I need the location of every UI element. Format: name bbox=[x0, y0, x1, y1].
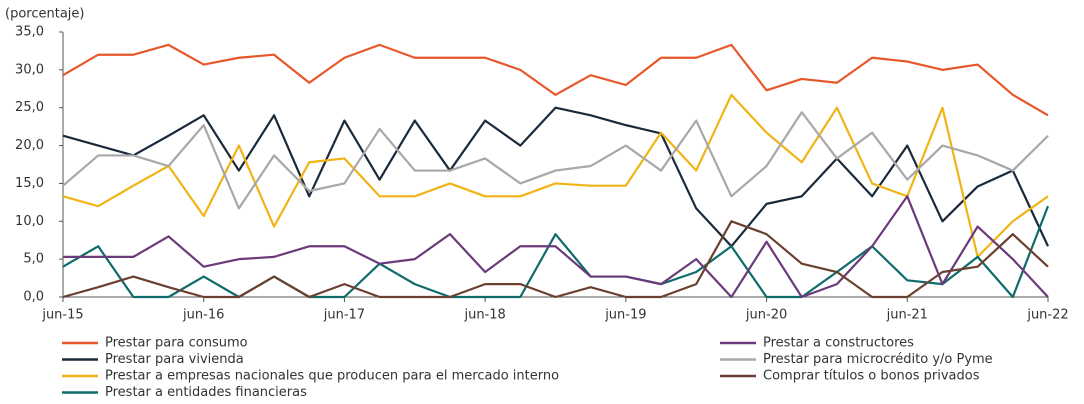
y-tick-label: 20,0 bbox=[15, 138, 44, 153]
legend-label: Prestar a empresas nacionales que produc… bbox=[105, 369, 559, 384]
y-tick-label: 30,0 bbox=[15, 62, 44, 77]
x-tick-label: jun-18 bbox=[463, 308, 505, 323]
series-line bbox=[62, 111, 1049, 210]
legend-label: Prestar para vivienda bbox=[105, 352, 244, 367]
y-tick-label: 15,0 bbox=[15, 176, 44, 191]
legend-label: Prestar para microcrédito y/o Pyme bbox=[763, 352, 993, 367]
x-tick-label: jun-20 bbox=[745, 308, 787, 323]
legend-label: Prestar a constructores bbox=[763, 336, 914, 351]
x-tick-label: jun-22 bbox=[1026, 308, 1068, 323]
x-tick-label: jun-17 bbox=[323, 308, 365, 323]
x-tick-label: jun-15 bbox=[41, 308, 83, 323]
series-line bbox=[62, 43, 1049, 117]
x-tick-label: jun-21 bbox=[886, 308, 928, 323]
y-tick-label: 5,0 bbox=[23, 252, 44, 267]
legend-label: Prestar para consumo bbox=[105, 336, 248, 351]
x-tick-label: jun-16 bbox=[182, 308, 224, 323]
x-tick-label: jun-19 bbox=[604, 308, 646, 323]
y-axis-label: (porcentaje) bbox=[5, 7, 84, 22]
y-tick-label: 0,0 bbox=[23, 290, 44, 305]
series-line bbox=[62, 205, 1050, 299]
series-line bbox=[62, 93, 1049, 258]
legend-label: Prestar a entidades financieras bbox=[105, 385, 307, 400]
y-tick-label: 25,0 bbox=[15, 100, 44, 115]
legend-label: Comprar títulos o bonos privados bbox=[763, 369, 980, 384]
series-line bbox=[62, 220, 1049, 299]
series-line bbox=[63, 195, 1049, 299]
y-tick-label: 35,0 bbox=[15, 25, 44, 40]
series-line bbox=[62, 106, 1049, 248]
y-tick-label: 10,0 bbox=[15, 214, 44, 229]
